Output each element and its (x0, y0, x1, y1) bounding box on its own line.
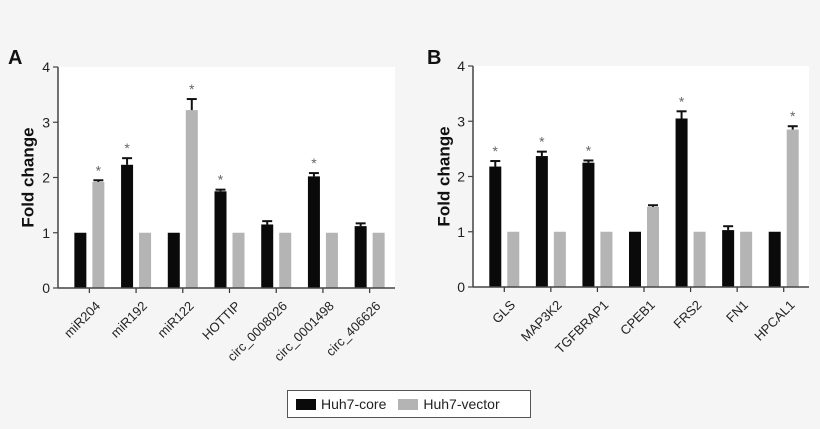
bar (214, 191, 227, 288)
bar (647, 206, 659, 287)
y-tick-label: 2 (457, 169, 465, 185)
y-tick-label: 1 (457, 224, 465, 240)
bar (535, 156, 548, 287)
y-tick-label: 0 (457, 279, 465, 295)
x-tick-label: HOTTIP (199, 298, 243, 342)
x-tick-label: miR204 (61, 298, 103, 340)
x-tick-label: FRS2 (670, 297, 704, 331)
bar (279, 232, 292, 288)
significance-mark: * (539, 134, 545, 150)
significance-mark: * (790, 108, 796, 124)
bar (768, 231, 781, 287)
significance-mark: * (586, 142, 592, 158)
bar (722, 230, 735, 287)
bar (675, 118, 688, 287)
x-tick-label: CPEB1 (617, 297, 658, 338)
bar (489, 166, 502, 287)
y-axis-label: Fold change (435, 126, 454, 226)
x-tick-label: FN1 (723, 297, 751, 325)
y-tick-label: 4 (457, 58, 465, 74)
bar (740, 231, 753, 287)
x-tick-label: HPCAL1 (751, 297, 797, 343)
panel-label: B (427, 47, 441, 69)
bar (167, 232, 180, 288)
bar (325, 232, 338, 288)
legend-swatch-vector (398, 398, 419, 410)
x-tick-label: miR192 (108, 298, 150, 340)
legend-swatch-core (296, 398, 316, 410)
bar (600, 231, 613, 287)
significance-mark: * (218, 172, 224, 188)
bar (507, 231, 520, 287)
bar (786, 129, 799, 287)
legend-label-vector: Huh7-vector (423, 396, 500, 412)
significance-mark: * (311, 155, 317, 171)
significance-mark: * (493, 143, 499, 159)
y-tick-label: 2 (42, 170, 50, 186)
bar (92, 181, 105, 288)
significance-mark: * (124, 140, 130, 156)
y-tick-label: 4 (42, 59, 50, 75)
bar (232, 232, 245, 288)
significance-mark: * (679, 93, 685, 109)
y-tick-label: 1 (42, 225, 50, 241)
legend-item-core: Huh7-core (296, 396, 386, 412)
legend: Huh7-core Huh7-vector (287, 390, 531, 418)
panel-a: A Fold change * miR204 * miR192 * miR122 * HOTTIP… (8, 47, 395, 364)
significance-mark: * (189, 81, 195, 97)
bar (74, 232, 87, 288)
bar (693, 231, 706, 287)
legend-label-core: Huh7-core (321, 396, 387, 412)
bar (139, 232, 152, 288)
bar (553, 231, 566, 287)
x-tick-label: GLS (489, 297, 518, 326)
legend-item-vector: Huh7-vector (398, 396, 500, 412)
bar (629, 231, 641, 287)
y-tick-label: 0 (42, 280, 50, 296)
bar (307, 176, 320, 288)
bar (185, 110, 198, 288)
significance-mark: * (96, 162, 102, 178)
x-tick-label: MAP3K2 (518, 297, 565, 344)
bar (582, 162, 595, 287)
y-tick-label: 3 (42, 114, 50, 130)
bar (372, 232, 385, 288)
bar (261, 224, 274, 288)
bar (354, 226, 367, 288)
y-axis-label: Fold change (19, 127, 38, 227)
x-tick-label: miR122 (154, 298, 196, 340)
bar (121, 164, 134, 288)
panel-label: A (8, 47, 22, 69)
y-tick-label: 3 (457, 113, 465, 129)
